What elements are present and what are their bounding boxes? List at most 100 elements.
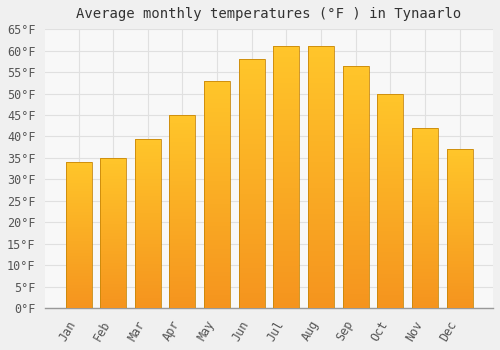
Bar bbox=[308, 51, 334, 57]
Bar bbox=[308, 99, 334, 104]
Bar bbox=[66, 230, 92, 232]
Bar bbox=[378, 188, 404, 192]
Bar bbox=[446, 270, 472, 273]
Bar bbox=[342, 211, 368, 216]
Bar bbox=[446, 248, 472, 251]
Bar bbox=[412, 168, 438, 171]
Bar bbox=[308, 146, 334, 151]
Bar bbox=[308, 198, 334, 203]
Bar bbox=[100, 254, 126, 257]
Bar bbox=[204, 290, 230, 295]
Bar bbox=[100, 194, 126, 197]
Bar bbox=[204, 272, 230, 276]
Bar bbox=[342, 158, 368, 163]
Bar bbox=[412, 272, 438, 276]
Bar bbox=[100, 173, 126, 176]
Bar bbox=[274, 57, 299, 62]
Bar bbox=[412, 146, 438, 149]
Bar bbox=[239, 224, 265, 229]
Bar bbox=[66, 186, 92, 189]
Bar bbox=[135, 200, 161, 203]
Bar bbox=[135, 227, 161, 230]
Bar bbox=[170, 289, 196, 293]
Bar bbox=[170, 119, 196, 123]
Bar bbox=[204, 186, 230, 190]
Bar bbox=[446, 149, 472, 153]
Bar bbox=[204, 176, 230, 181]
Bar bbox=[204, 213, 230, 217]
Bar bbox=[412, 298, 438, 301]
Bar bbox=[239, 229, 265, 233]
Bar bbox=[239, 219, 265, 224]
Bar bbox=[308, 88, 334, 93]
Bar bbox=[378, 145, 404, 149]
Bar bbox=[412, 287, 438, 290]
Bar bbox=[100, 188, 126, 191]
Bar bbox=[135, 139, 161, 142]
Bar bbox=[204, 245, 230, 249]
Bar bbox=[412, 128, 438, 132]
Bar bbox=[412, 294, 438, 298]
Bar bbox=[135, 254, 161, 257]
Bar bbox=[100, 185, 126, 188]
Bar bbox=[204, 236, 230, 240]
Bar bbox=[308, 125, 334, 130]
Bar bbox=[446, 226, 472, 229]
Bar bbox=[412, 276, 438, 279]
Bar bbox=[239, 134, 265, 139]
Bar bbox=[66, 174, 92, 177]
Bar bbox=[204, 163, 230, 167]
Bar bbox=[204, 140, 230, 144]
Bar bbox=[204, 117, 230, 121]
Bar bbox=[412, 142, 438, 146]
Bar bbox=[66, 215, 92, 218]
Bar bbox=[446, 280, 472, 283]
Bar bbox=[239, 109, 265, 114]
Bar bbox=[135, 240, 161, 244]
Bar bbox=[135, 220, 161, 223]
Bar bbox=[412, 283, 438, 287]
Bar bbox=[274, 93, 299, 99]
Bar bbox=[378, 149, 404, 154]
Bar bbox=[239, 149, 265, 154]
Bar bbox=[412, 135, 438, 139]
Bar bbox=[342, 143, 368, 148]
Bar bbox=[308, 46, 334, 308]
Bar bbox=[446, 238, 472, 242]
Bar bbox=[66, 200, 92, 203]
Bar bbox=[274, 266, 299, 272]
Bar bbox=[308, 93, 334, 99]
Bar bbox=[274, 272, 299, 277]
Bar bbox=[135, 159, 161, 162]
Bar bbox=[204, 199, 230, 204]
Bar bbox=[239, 129, 265, 134]
Bar bbox=[274, 51, 299, 57]
Bar bbox=[100, 224, 126, 227]
Bar bbox=[66, 259, 92, 261]
Bar bbox=[274, 83, 299, 88]
Bar bbox=[378, 124, 404, 128]
Bar bbox=[239, 114, 265, 119]
Bar bbox=[274, 245, 299, 251]
Bar bbox=[342, 303, 368, 308]
Bar bbox=[239, 194, 265, 199]
Bar bbox=[342, 177, 368, 182]
Bar bbox=[66, 162, 92, 308]
Bar bbox=[100, 227, 126, 230]
Bar bbox=[342, 202, 368, 206]
Bar bbox=[66, 197, 92, 200]
Bar bbox=[274, 282, 299, 287]
Bar bbox=[308, 162, 334, 167]
Bar bbox=[170, 196, 196, 200]
Bar bbox=[274, 146, 299, 151]
Bar bbox=[135, 305, 161, 308]
Bar bbox=[342, 129, 368, 134]
Bar bbox=[412, 139, 438, 142]
Bar bbox=[412, 189, 438, 193]
Bar bbox=[239, 189, 265, 194]
Bar bbox=[308, 120, 334, 125]
Bar bbox=[66, 241, 92, 244]
Bar bbox=[342, 289, 368, 294]
Bar bbox=[204, 85, 230, 90]
Bar bbox=[204, 108, 230, 112]
